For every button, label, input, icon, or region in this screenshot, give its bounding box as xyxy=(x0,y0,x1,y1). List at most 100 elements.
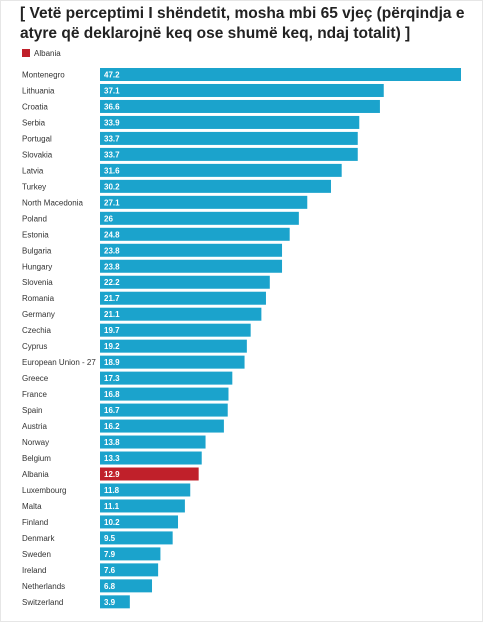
category-label-czechia: Czechia xyxy=(22,326,51,335)
value-label-lithuania: 37.1 xyxy=(104,86,120,95)
value-label-greece: 17.3 xyxy=(104,374,120,383)
category-label-greece: Greece xyxy=(22,374,49,383)
value-label-luxembourg: 11.8 xyxy=(104,486,120,495)
value-label-albania: 12.9 xyxy=(104,470,120,479)
value-label-germany: 21.1 xyxy=(104,310,120,319)
category-label-bulgaria: Bulgaria xyxy=(22,246,52,255)
value-label-montenegro: 47.2 xyxy=(104,71,120,80)
value-label-serbia: 33.9 xyxy=(104,118,120,127)
category-label-slovakia: Slovakia xyxy=(22,150,53,159)
value-label-cyprus: 19.2 xyxy=(104,342,120,351)
value-label-poland: 26 xyxy=(104,214,113,223)
value-label-slovenia: 22.2 xyxy=(104,278,120,287)
bar-switzerland[interactable] xyxy=(100,595,130,609)
value-label-sweden: 7.9 xyxy=(104,550,116,559)
category-label-sweden: Sweden xyxy=(22,550,51,559)
category-label-croatia: Croatia xyxy=(22,102,48,111)
category-label-european-union-27: European Union - 27 xyxy=(22,358,96,367)
category-label-ireland: Ireland xyxy=(22,566,46,575)
value-label-hungary: 23.8 xyxy=(104,262,120,271)
chart-legend: Albania xyxy=(22,47,61,59)
value-label-portugal: 33.7 xyxy=(104,134,120,143)
value-label-ireland: 7.6 xyxy=(104,566,116,575)
value-label-czechia: 19.7 xyxy=(104,326,120,335)
bar-netherlands[interactable] xyxy=(100,579,153,593)
bar-spain[interactable] xyxy=(100,403,228,417)
value-label-switzerland: 3.9 xyxy=(104,598,116,607)
bar-denmark[interactable] xyxy=(100,531,173,545)
value-label-estonia: 24.8 xyxy=(104,230,120,239)
value-label-romania: 21.7 xyxy=(104,294,120,303)
bar-serbia[interactable] xyxy=(100,115,360,129)
category-label-estonia: Estonia xyxy=(22,230,49,239)
bar-finland[interactable] xyxy=(100,515,179,529)
category-label-austria: Austria xyxy=(22,422,47,431)
category-label-spain: Spain xyxy=(22,406,42,415)
bar-czechia[interactable] xyxy=(100,323,251,337)
bar-hungary[interactable] xyxy=(100,259,283,273)
category-label-cyprus: Cyprus xyxy=(22,342,47,351)
bar-austria[interactable] xyxy=(100,419,224,433)
bar-ireland[interactable] xyxy=(100,563,159,577)
legend-swatch-albania xyxy=(22,49,30,57)
category-label-denmark: Denmark xyxy=(22,534,55,543)
bar-european-union-27[interactable] xyxy=(100,355,245,369)
category-label-romania: Romania xyxy=(22,294,55,303)
value-label-finland: 10.2 xyxy=(104,518,120,527)
value-label-slovakia: 33.7 xyxy=(104,150,120,159)
value-label-netherlands: 6.8 xyxy=(104,582,116,591)
category-label-albania: Albania xyxy=(22,470,49,479)
bar-greece[interactable] xyxy=(100,371,233,385)
bar-albania[interactable] xyxy=(100,467,199,481)
category-label-montenegro: Montenegro xyxy=(22,71,65,80)
value-label-belgium: 13.3 xyxy=(104,454,120,463)
bar-luxembourg[interactable] xyxy=(100,483,191,497)
value-label-bulgaria: 23.8 xyxy=(104,246,120,255)
category-label-belgium: Belgium xyxy=(22,454,51,463)
bar-slovenia[interactable] xyxy=(100,275,270,289)
category-label-malta: Malta xyxy=(22,502,42,511)
category-label-slovenia: Slovenia xyxy=(22,278,53,287)
bar-malta[interactable] xyxy=(100,499,185,513)
bar-romania[interactable] xyxy=(100,291,266,305)
bar-belgium[interactable] xyxy=(100,451,202,465)
legend-label-albania: Albania xyxy=(34,48,61,58)
bar-lithuania[interactable] xyxy=(100,83,384,97)
category-label-portugal: Portugal xyxy=(22,134,52,143)
bar-north-macedonia[interactable] xyxy=(100,195,308,209)
value-label-france: 16.8 xyxy=(104,390,120,399)
value-label-north-macedonia: 27.1 xyxy=(104,198,120,207)
bar-montenegro[interactable] xyxy=(100,68,461,81)
bar-croatia[interactable] xyxy=(100,99,380,113)
bar-turkey[interactable] xyxy=(100,179,331,193)
value-label-norway: 13.8 xyxy=(104,438,120,447)
value-label-spain: 16.7 xyxy=(104,406,120,415)
category-label-hungary: Hungary xyxy=(22,262,52,271)
bar-slovakia[interactable] xyxy=(100,147,358,161)
value-label-european-union-27: 18.9 xyxy=(104,358,120,367)
category-label-netherlands: Netherlands xyxy=(22,582,65,591)
bar-poland[interactable] xyxy=(100,211,299,225)
value-label-austria: 16.2 xyxy=(104,422,120,431)
category-label-luxembourg: Luxembourg xyxy=(22,486,66,495)
bar-france[interactable] xyxy=(100,387,229,401)
value-label-turkey: 30.2 xyxy=(104,182,120,191)
bar-germany[interactable] xyxy=(100,307,262,321)
bar-portugal[interactable] xyxy=(100,131,358,145)
category-label-serbia: Serbia xyxy=(22,118,46,127)
category-label-latvia: Latvia xyxy=(22,166,44,175)
category-label-norway: Norway xyxy=(22,438,49,447)
value-label-latvia: 31.6 xyxy=(104,166,120,175)
bar-estonia[interactable] xyxy=(100,227,290,241)
category-label-lithuania: Lithuania xyxy=(22,86,55,95)
category-label-germany: Germany xyxy=(22,310,55,319)
value-label-malta: 11.1 xyxy=(104,502,120,511)
value-label-denmark: 9.5 xyxy=(104,534,116,543)
bar-bulgaria[interactable] xyxy=(100,243,283,257)
bar-norway[interactable] xyxy=(100,435,206,449)
category-label-switzerland: Switzerland xyxy=(22,598,63,607)
bar-cyprus[interactable] xyxy=(100,339,247,353)
bar-sweden[interactable] xyxy=(100,547,161,561)
bar-latvia[interactable] xyxy=(100,163,342,177)
